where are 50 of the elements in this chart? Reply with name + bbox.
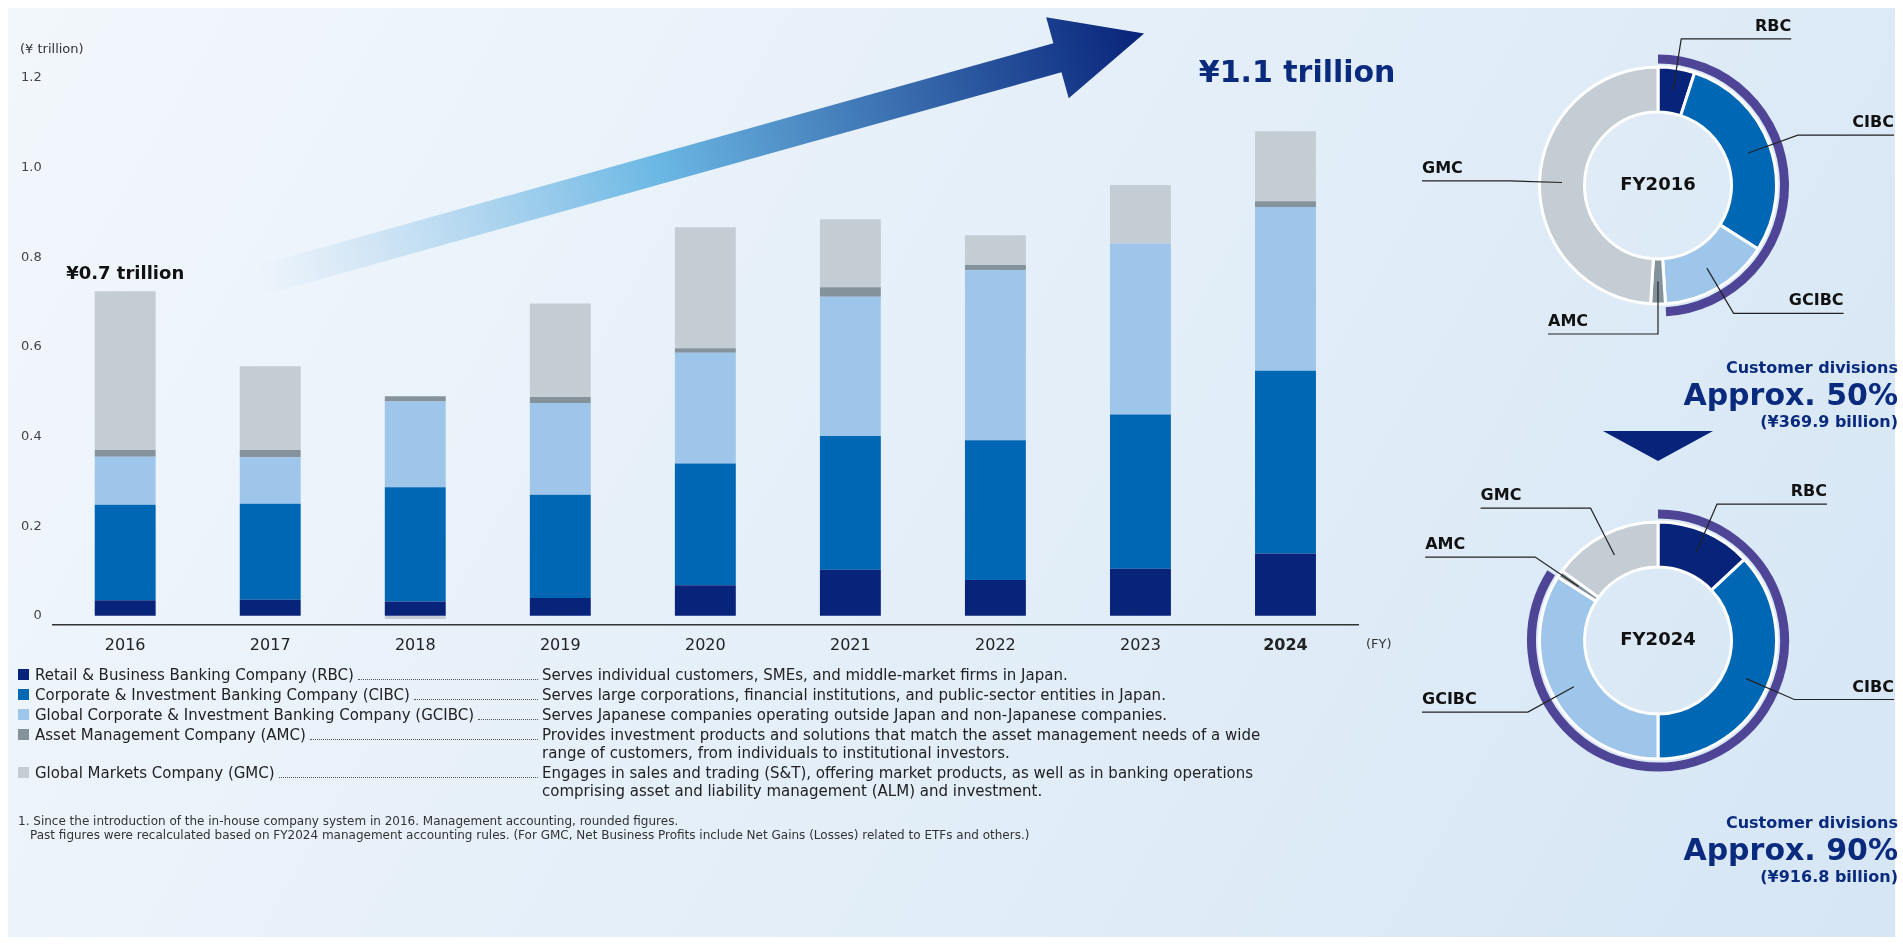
x-axis-title: (FY) [1366,636,1392,652]
text: FY2016 [1620,173,1696,195]
slice-label: GMC [1422,157,1463,177]
x-tick-label: 2021 [830,634,871,654]
slice-label: GMC [1480,485,1522,505]
x-tick-label: 2017 [249,634,291,654]
text: Customer divisions [1724,813,1898,832]
slice-label: GCIBC [1788,290,1844,310]
slice-label: RBC [1754,15,1792,35]
y-tick-label: 0.2 [20,517,42,533]
x-tick-label: 2019 [539,634,581,654]
text: Approx. 90% [1682,832,1898,867]
x-tick-label: 2018 [394,634,436,654]
y-tick-label: 0.4 [20,427,42,443]
text: Serves Japanese companies operating outside Japan and non-Japanese companies. [542,706,1169,724]
text: FY2024 [1620,628,1696,650]
annotation: ¥1.1 trillion [1198,54,1396,90]
text: Provides investment products and solutions that match the asset management needs of a wide range of customers, from individuals to institutional investors. [542,726,1262,762]
text: 1. Since the introduction of the in-house company system in 2016. Management accounting, rounded figures. [18,814,680,828]
x-tick-label: 2016 [104,634,146,654]
legend-label: Global Corporate & Investment Banking Company (GCIBC) [35,706,475,724]
y-axis-title: (¥ trillion) [20,40,84,56]
legend-label: Corporate & Investment Banking Company (CIBC) [35,686,410,704]
text: (¥916.8 billion) [1759,867,1898,886]
legend-label: Global Markets Company (GMC) [35,764,275,782]
text: Serves individual customers, SMEs, and middle-market firms in Japan. [542,666,1069,684]
slice-label: GCIBC [1422,689,1477,709]
y-tick-label: 1.2 [20,69,42,85]
slice-label: CIBC [1852,112,1894,132]
text: (¥369.9 billion) [1759,412,1898,431]
legend-label: Asset Management Company (AMC) [35,726,306,744]
y-tick-label: 0.6 [20,338,42,354]
y-tick-label: 0 [33,607,42,623]
slice-label: CIBC [1852,676,1894,696]
text: Engages in sales and trading (S&T), offering market products, as well as in banking operations comprising asset and liability management (ALM) and investment. [542,764,1255,800]
text: Serves large corporations, financial institutions, and public-sector entities in Japan. [542,686,1167,704]
slice-label: AMC [1425,534,1466,554]
y-tick-label: 1.0 [20,159,42,175]
text: Approx. 50% [1682,377,1898,412]
text: Customer divisions [1724,358,1898,377]
slice-label: RBC [1790,481,1827,501]
x-tick-label: 2023 [1120,634,1161,654]
annotation: ¥0.7 trillion [66,262,185,284]
x-tick-label: 2020 [684,634,726,654]
slice-label: AMC [1548,311,1589,331]
text: Past figures were recalculated based on FY2024 management accounting rules. (For GMC, Net Business Profits include Net Gains (Losses) related to ETFs and others.) [29,828,1031,842]
legend-label: Retail & Business Banking Company (RBC) [35,666,354,684]
y-tick-label: 0.8 [20,248,42,264]
x-tick-label: 2024 [1263,634,1308,654]
x-tick-label: 2022 [975,634,1016,654]
